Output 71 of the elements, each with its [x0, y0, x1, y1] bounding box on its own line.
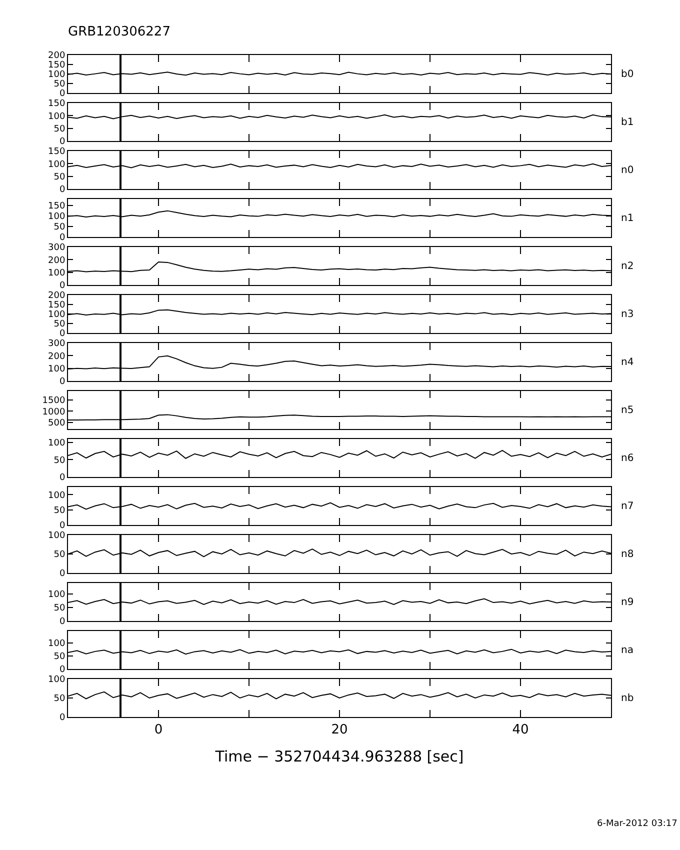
y-tick-label: 1500 — [42, 396, 66, 406]
y-tick-label: 50 — [54, 456, 66, 466]
y-tick-label: 150 — [48, 60, 66, 71]
y-tick-label: 100 — [48, 212, 66, 222]
y-tick-label: 50 — [54, 550, 66, 560]
y-tick-label: 100 — [48, 590, 66, 600]
y-tick-label: 100 — [48, 638, 66, 649]
y-tick-label: 100 — [48, 531, 66, 542]
y-tick-label: 0 — [59, 185, 66, 196]
y-tick-label: 300 — [48, 243, 66, 254]
y-tick-label: 0 — [59, 569, 66, 580]
y-tick-label: 50 — [54, 222, 66, 233]
y-tick-label: 100 — [48, 268, 66, 278]
y-tick-label: 0 — [59, 665, 66, 676]
y-tick-label: 150 — [48, 147, 66, 158]
legend-label: n0 — [621, 165, 634, 176]
y-tick-label: 300 — [48, 339, 66, 350]
y-tick-label: 100 — [48, 438, 66, 449]
y-tick-label: 0 — [59, 137, 66, 148]
y-tick-label: 1000 — [42, 407, 66, 418]
y-tick-label: 0 — [59, 713, 66, 724]
text: 6-Mar-2012 03:17 — [597, 819, 678, 829]
y-tick-label: 50 — [54, 694, 66, 704]
y-tick-label: 50 — [54, 506, 66, 516]
y-tick-label: 0 — [59, 617, 66, 628]
y-tick-label: 50 — [54, 604, 66, 614]
y-tick-label: 100 — [48, 70, 66, 80]
chart-title: GRB120306227 — [68, 24, 170, 40]
y-tick-label: 0 — [59, 329, 66, 340]
y-tick-label: 100 — [48, 112, 66, 122]
y-tick-label: 150 — [48, 201, 66, 212]
y-tick-label: 50 — [54, 124, 66, 134]
y-tick-label: 100 — [48, 490, 66, 501]
legend-label: b1 — [621, 117, 634, 128]
y-tick-label: 0 — [59, 233, 66, 244]
y-tick-label: 50 — [54, 172, 66, 182]
legend-label: n9 — [621, 597, 634, 608]
x-tick-label: 0 — [154, 722, 163, 738]
y-tick-label: 200 — [48, 51, 66, 62]
y-tick-label: 0 — [59, 377, 66, 388]
y-tick-label: 50 — [54, 652, 66, 662]
y-tick-label: 200 — [48, 291, 66, 302]
legend-label: n2 — [621, 261, 634, 272]
y-tick-label: 0 — [59, 281, 66, 292]
y-tick-label: 200 — [48, 352, 66, 362]
y-tick-label: 200 — [48, 256, 66, 266]
legend-label: n1 — [621, 213, 634, 224]
y-tick-label: 150 — [48, 99, 66, 110]
y-tick-label: 500 — [48, 418, 66, 428]
y-tick-label: 0 — [59, 89, 66, 100]
legend-label: n7 — [621, 501, 634, 512]
x-tick-label: 20 — [331, 722, 348, 738]
y-tick-label: 50 — [54, 80, 66, 90]
legend-label: na — [621, 645, 634, 656]
x-axis-title: Time − 352704434.963288 [sec] — [214, 748, 464, 766]
y-tick-label: 100 — [48, 310, 66, 320]
legend-label: nb — [621, 693, 634, 704]
legend-label: n5 — [621, 405, 634, 416]
legend-label: n3 — [621, 309, 634, 320]
y-tick-label: 0 — [59, 521, 66, 532]
legend-label: n8 — [621, 549, 634, 560]
y-tick-label: 150 — [48, 300, 66, 311]
legend-label: n6 — [621, 453, 634, 464]
y-tick-label: 50 — [54, 320, 66, 330]
y-tick-label: 100 — [48, 675, 66, 686]
legend-label: b0 — [621, 69, 634, 80]
y-tick-label: 100 — [48, 160, 66, 170]
y-tick-label: 0 — [59, 473, 66, 484]
legend-label: n4 — [621, 357, 634, 368]
x-tick-label: 40 — [512, 722, 529, 738]
y-tick-label: 100 — [48, 364, 66, 374]
